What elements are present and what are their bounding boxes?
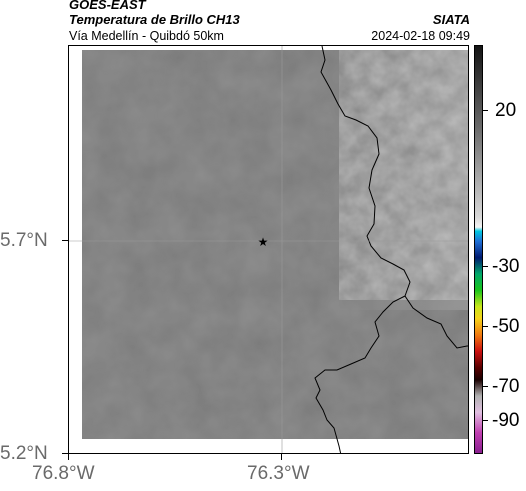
- border-line: [314, 46, 468, 453]
- colorbar-gradient: [475, 46, 482, 453]
- lat-tick: [62, 240, 68, 241]
- location-star-icon: ★: [258, 235, 269, 249]
- product-title: Temperatura de Brillo CH13: [69, 12, 240, 27]
- lon-tick: [68, 454, 69, 460]
- route-subtitle: Vía Medellín - Quibdó 50km: [69, 29, 224, 43]
- colorbar-label-minus30: -30: [492, 256, 520, 277]
- colorbar: [474, 45, 483, 454]
- satellite-map: ★: [68, 45, 469, 454]
- colorbar-tick: [483, 266, 488, 267]
- colorbar-label-minus50: -50: [492, 316, 520, 337]
- colorbar-tick: [483, 386, 488, 387]
- colorbar-tick: [483, 110, 488, 111]
- colorbar-label-minus70: -70: [492, 376, 520, 397]
- lat-label-5.7: 5.7°N: [0, 230, 48, 251]
- lon-label-76.8: 76.8°W: [32, 463, 95, 484]
- lon-tick: [281, 454, 282, 460]
- colorbar-label-20: 20: [495, 100, 517, 121]
- colorbar-tick: [483, 326, 488, 327]
- map-svg: ★: [69, 46, 468, 453]
- lat-tick: [62, 453, 68, 454]
- lat-label-5.2: 5.2°N: [0, 443, 48, 464]
- colorbar-label-minus90: -90: [492, 410, 520, 431]
- lon-label-76.3: 76.3°W: [247, 463, 310, 484]
- agency-label: SIATA: [432, 12, 470, 27]
- colorbar-tick: [483, 420, 488, 421]
- timestamp-label: 2024-02-18 09:49: [371, 29, 470, 43]
- satellite-title: GOES-EAST: [69, 0, 146, 12]
